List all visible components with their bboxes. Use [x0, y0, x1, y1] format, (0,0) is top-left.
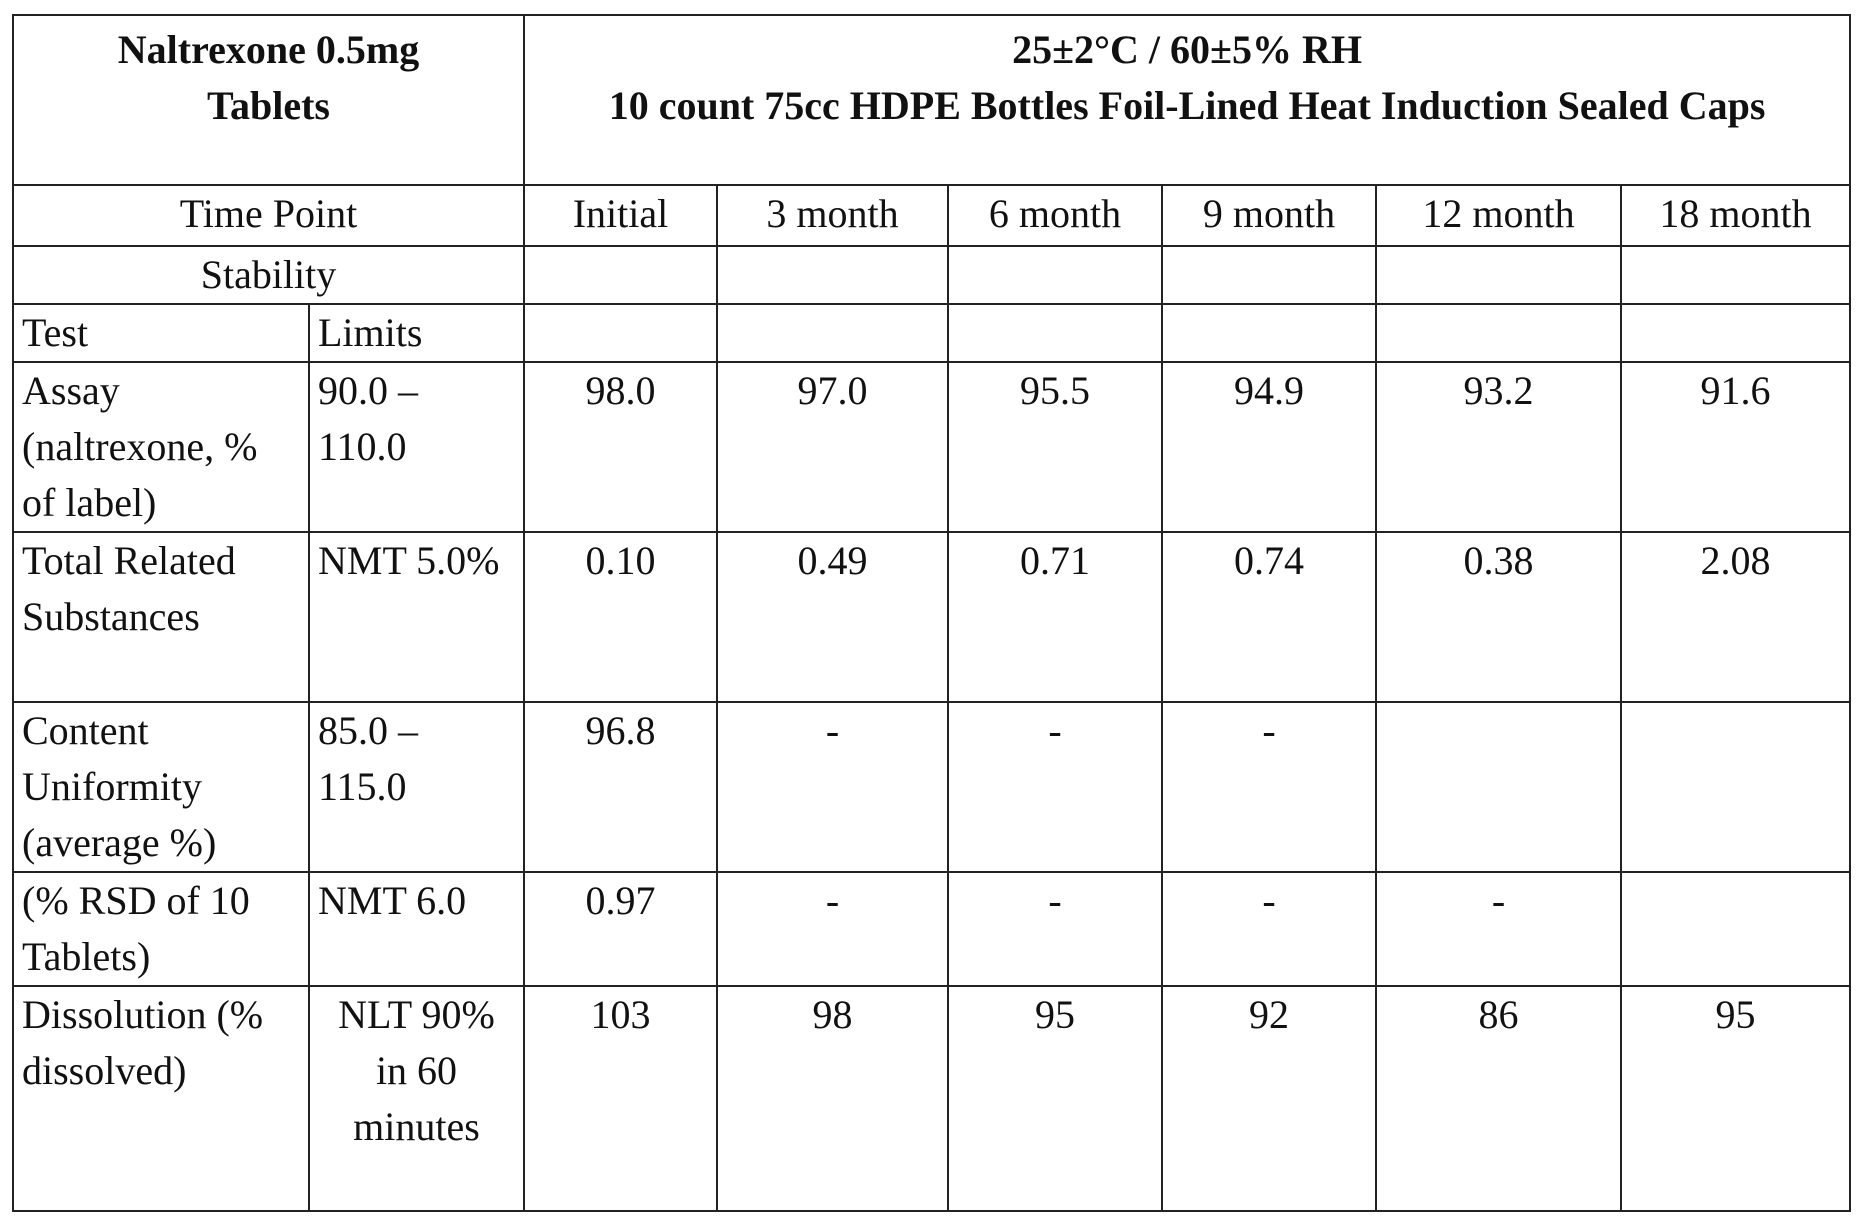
value-cell: 95 — [1621, 986, 1850, 1211]
value-cell: 93.2 — [1376, 362, 1621, 532]
value-cell: 0.10 — [524, 532, 717, 702]
value-cell: - — [1162, 872, 1376, 986]
value-cell: 91.6 — [1621, 362, 1850, 532]
time-point-header: 6 month — [948, 185, 1162, 246]
value-cell: 2.08 — [1621, 532, 1850, 702]
time-point-row: Time Point Initial 3 month 6 month 9 mon… — [13, 185, 1850, 246]
table-row: Total Related Substances NMT 5.0% 0.10 0… — [13, 532, 1850, 702]
value-cell: - — [948, 872, 1162, 986]
value-cell: 103 — [524, 986, 717, 1211]
value-cell — [1376, 702, 1621, 872]
value-cell: 95 — [948, 986, 1162, 1211]
time-point-header: 3 month — [717, 185, 948, 246]
limits-label: Limits — [309, 304, 524, 362]
value-cell: - — [948, 702, 1162, 872]
test-limits: NMT 6.0 — [309, 872, 524, 986]
value-cell: 92 — [1162, 986, 1376, 1211]
product-cell: Naltrexone 0.5mg Tablets — [13, 15, 524, 185]
time-point-header: 9 month — [1162, 185, 1376, 246]
stability-label: Stability — [13, 246, 524, 304]
value-cell: 86 — [1376, 986, 1621, 1211]
condition-cell: 25±2°C / 60±5% RH 10 count 75cc HDPE Bot… — [524, 15, 1850, 185]
time-point-label: Time Point — [13, 185, 524, 246]
product-name: Naltrexone 0.5mg — [22, 22, 515, 78]
test-limits-row: Test Limits — [13, 304, 1850, 362]
value-cell: 98.0 — [524, 362, 717, 532]
header-row: Naltrexone 0.5mg Tablets 25±2°C / 60±5% … — [13, 15, 1850, 185]
test-name: (% RSD of 10 Tablets) — [13, 872, 309, 986]
value-cell: 0.71 — [948, 532, 1162, 702]
value-cell: 0.74 — [1162, 532, 1376, 702]
table-row: Dissolution (% dissolved) NLT 90% in 60 … — [13, 986, 1850, 1211]
storage-condition: 25±2°C / 60±5% RH — [533, 22, 1841, 78]
time-point-header: 12 month — [1376, 185, 1621, 246]
test-limits: NLT 90% in 60 minutes — [309, 986, 524, 1211]
time-point-header: Initial — [524, 185, 717, 246]
stability-table: Naltrexone 0.5mg Tablets 25±2°C / 60±5% … — [12, 14, 1851, 1212]
product-form: Tablets — [22, 78, 515, 134]
value-cell: 95.5 — [948, 362, 1162, 532]
test-name: Assay (naltrexone, % of label) — [13, 362, 309, 532]
value-cell — [1621, 702, 1850, 872]
value-cell: 98 — [717, 986, 948, 1211]
test-limits: 85.0 – 115.0 — [309, 702, 524, 872]
table-row: Content Uniformity (average %) 85.0 – 11… — [13, 702, 1850, 872]
test-name: Content Uniformity (average %) — [13, 702, 309, 872]
table-row: (% RSD of 10 Tablets) NMT 6.0 0.97 - - -… — [13, 872, 1850, 986]
value-cell: 96.8 — [524, 702, 717, 872]
stability-row: Stability — [13, 246, 1850, 304]
table-row: Assay (naltrexone, % of label) 90.0 – 11… — [13, 362, 1850, 532]
test-limits: NMT 5.0% — [309, 532, 524, 702]
packaging: 10 count 75cc HDPE Bottles Foil-Lined He… — [533, 78, 1841, 134]
value-cell: 0.97 — [524, 872, 717, 986]
value-cell: - — [1162, 702, 1376, 872]
value-cell: 97.0 — [717, 362, 948, 532]
value-cell — [1621, 872, 1850, 986]
value-cell: 0.38 — [1376, 532, 1621, 702]
test-name: Dissolution (% dissolved) — [13, 986, 309, 1211]
value-cell: 94.9 — [1162, 362, 1376, 532]
value-cell: 0.49 — [717, 532, 948, 702]
time-point-header: 18 month — [1621, 185, 1850, 246]
value-cell: - — [717, 872, 948, 986]
value-cell: - — [1376, 872, 1621, 986]
test-limits: 90.0 – 110.0 — [309, 362, 524, 532]
test-name: Total Related Substances — [13, 532, 309, 702]
value-cell: - — [717, 702, 948, 872]
test-label: Test — [13, 304, 309, 362]
